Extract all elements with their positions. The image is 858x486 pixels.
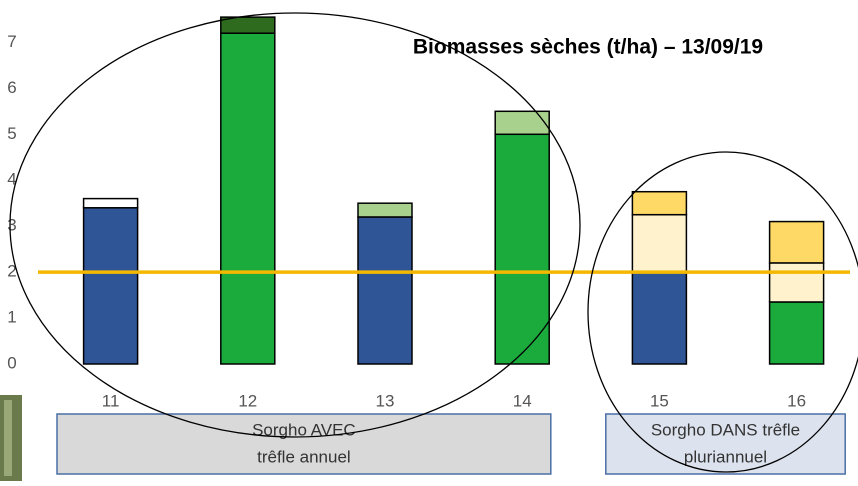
group-label: Sorgho AVEC [252,420,356,439]
x-tick-label: 12 [238,391,257,410]
group-ellipse [587,151,858,473]
bar-segment [768,301,825,365]
group-box [56,413,552,475]
bar-segment [220,32,276,365]
title-bg [334,14,844,76]
bar-segment [631,213,688,273]
x-tick-label: 14 [513,391,532,410]
y-tick-label: 1 [7,308,16,327]
bar-segment [631,190,688,216]
group-label: Sorgho DANS trêfle [651,420,800,439]
bar-segment [631,271,688,365]
photo-fragment [4,400,12,476]
y-tick-label: 5 [7,124,16,143]
y-tick-label: 4 [7,170,16,189]
y-tick-label: 7 [7,32,16,51]
y-tick-label: 3 [7,216,16,235]
y-tick-label: 6 [7,78,16,97]
bar-segment [768,220,825,264]
bar-segment [357,216,413,365]
chart-title: Biomasses sèches (t/ha) – 13/09/19 [413,36,763,59]
bar-segment [494,110,550,136]
x-tick-label: 15 [650,391,669,410]
group-box [605,413,846,475]
group-ellipse [9,12,581,438]
x-tick-label: 13 [376,391,395,410]
x-tick-label: 16 [787,391,806,410]
x-tick-label: 11 [102,391,120,410]
group-label: trêfle annuel [257,447,351,466]
bar-segment [220,16,276,34]
group-label: pluriannuel [684,447,767,466]
bar-segment [768,262,825,303]
bar-segment [494,133,550,365]
y-tick-label: 0 [7,353,16,372]
bar-segment [357,202,413,218]
bar-segment [82,207,139,365]
bar-segment [82,197,139,209]
y-tick-label: 2 [7,262,16,281]
